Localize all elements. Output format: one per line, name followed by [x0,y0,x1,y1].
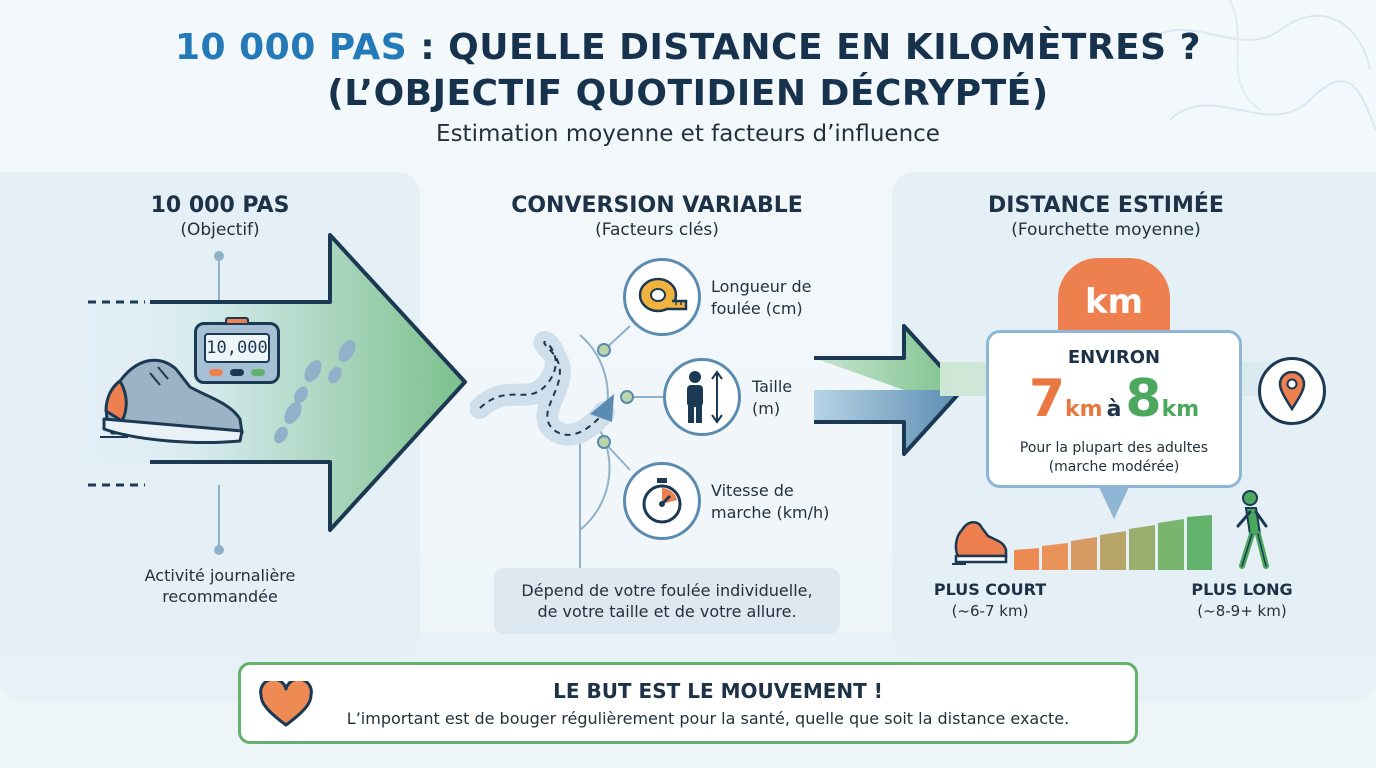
page-title-line1: 10 000 PAS : QUELLE DISTANCE EN KILOMÈTR… [0,26,1376,70]
pedometer-display: 10,000 [204,333,270,363]
factor-height-label: Taille (m) [752,376,792,420]
range-row: 7km à8km [989,369,1239,429]
banner-title: LE BUT EST LE MOUVEMENT ! [553,679,883,703]
left-caption-line2: recommandée [162,587,278,606]
left-caption: Activité journalière recommandée [100,565,340,607]
right-subtitle: (Fourchette moyenne) [1011,220,1201,240]
location-pin-icon [1278,371,1306,411]
middle-note-line2: de votre taille et de votre allure. [537,602,797,621]
factor-speed-line1: Vitesse de [711,481,794,500]
right-title: DISTANCE ESTIMÉE [988,193,1224,218]
pedometer-icon: 10,000 [194,317,280,384]
range-separator: à [1106,397,1122,422]
factor-stride-circle [623,258,701,336]
min-unit: km [1065,397,1103,422]
long-label: PLUS LONG [1191,580,1293,599]
factor-speed-label: Vitesse de marche (km/h) [711,480,829,524]
middle-note: Dépend de votre foulée individuelle, de … [494,568,840,634]
factor-height-circle [663,358,741,436]
environ-label: ENVIRON [1067,347,1161,368]
middle-subtitle: (Facteurs clés) [595,220,719,240]
card-note-line2: (marche modérée) [1048,459,1180,475]
result-card: ENVIRON 7km à8km Pour la plupart des adul… [986,330,1242,488]
factor-stride-line2: foulée (cm) [711,299,803,318]
factor-height-line2: (m) [752,399,781,418]
min-value: 7 [1028,369,1065,429]
left-caption-line1: Activité journalière [144,566,296,585]
max-value: 8 [1125,369,1162,429]
title-rest: : QUELLE DISTANCE EN KILOMÈTRES ? [407,27,1202,68]
max-unit: km [1161,397,1200,422]
short-label: PLUS COURT [933,580,1047,599]
person-height-icon [687,370,723,424]
factor-speed-line2: marche (km/h) [711,503,830,522]
banner-text: L’important est de bouger régulièrement … [346,709,1070,728]
card-note-line1: Pour la plupart des adultes [1019,440,1209,456]
factor-height-line1: Taille [752,377,793,396]
bottom-banner: LE BUT EST LE MOUVEMENT ! L’important es… [238,662,1138,744]
location-pin-circle [1258,357,1326,425]
left-title: 10 000 PAS [150,193,290,218]
long-range: (~8-9+ km) [1197,602,1287,620]
middle-title: CONVERSION VARIABLE [511,193,803,218]
tape-measure-icon [638,277,688,313]
winding-path-graphic [470,325,666,570]
factor-stride-line1: Longueur de [711,277,812,296]
page-subtitle: Estimation moyenne et facteurs d’influen… [436,121,940,147]
heart-icon [259,681,313,727]
card-note: Pour la plupart des adultes (marche modé… [989,439,1239,477]
left-subtitle: (Objectif) [180,220,260,240]
title-accent: 10 000 PAS [174,27,408,68]
factor-speed-circle [623,462,701,540]
middle-note-line1: Dépend de votre foulée individuelle, [521,581,813,600]
short-range: (~6-7 km) [951,602,1029,620]
factor-stride-label: Longueur de foulée (cm) [711,276,812,320]
stopwatch-icon [642,478,682,524]
page-title-line2: (L’OBJECTIF QUOTIDIEN DÉCRYPTÉ) [327,73,1049,114]
